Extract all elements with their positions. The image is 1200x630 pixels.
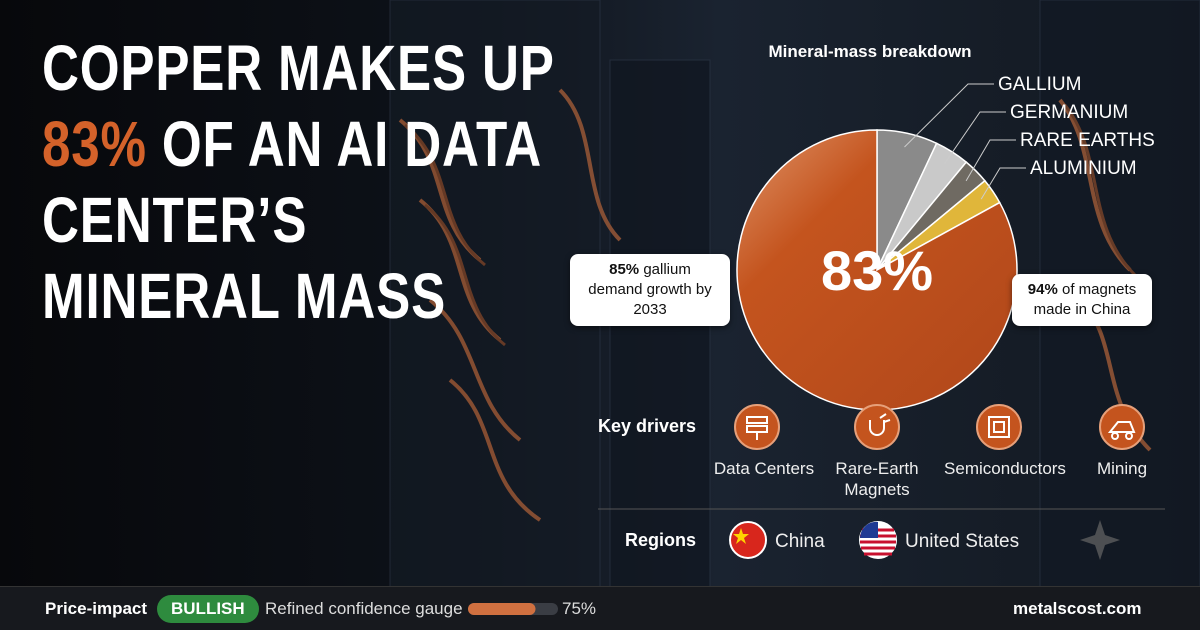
leader-line: [904, 83, 994, 148]
driver-label: Rare-Earth Magnets: [835, 459, 918, 499]
leader-line: [965, 139, 1016, 182]
drivers-title: Key drivers: [598, 416, 696, 436]
slice-label: GALLIUM: [998, 74, 1081, 95]
headline-text: OF AN AI DATA CENTER’S MINERAL MASS: [42, 108, 541, 332]
callout-figure: 94%: [1027, 281, 1058, 298]
chart-title: Mineral-mass breakdown: [768, 42, 971, 61]
site: metalscost.com: [1013, 599, 1142, 618]
leader-line: [944, 111, 1006, 164]
price-label: Price-impact: [45, 599, 148, 618]
driver-labels: Data Centers Rare-Earth Magnets Semiconduct…: [714, 459, 1147, 499]
pie-slice: [736, 129, 1018, 411]
flag-china: [729, 521, 767, 559]
gauge-label: Refined confidence gauge: [265, 599, 463, 618]
driver-glyphs: [746, 413, 1136, 440]
gauge: 75%: [468, 599, 596, 618]
gauge-value: 75%: [562, 599, 596, 618]
headline: COPPER MAKES UP 83% OF AN AI DATA CENTER…: [42, 30, 554, 334]
pie: GALLIUM GERMANIUM RARE EARTHS ALUMINIUM: [736, 74, 1155, 411]
callout-text: gallium demand growth by 2033: [588, 261, 712, 318]
headline-highlight: 83%: [42, 108, 147, 180]
driver-label: Mining: [1097, 459, 1147, 478]
chart: Mineral-mass breakdown GALLIUM GERMANIUM R…: [598, 42, 1155, 560]
center-label: 83%: [821, 239, 933, 302]
region-label: China: [775, 531, 825, 552]
callout: 94% of magnets made in China: [1012, 274, 1152, 326]
driver-label: Data Centers: [714, 459, 814, 478]
regions-title: Regions: [625, 530, 696, 550]
driver-icons: [734, 404, 1145, 450]
leader-line: [980, 167, 1026, 200]
gauge-fill: [468, 603, 536, 615]
callout: 85% gallium demand growth by 2033: [570, 254, 730, 326]
badge: BULLISH: [157, 595, 259, 623]
slice-label: ALUMINIUM: [1030, 158, 1137, 179]
callout-text: of magnets made in China: [1033, 281, 1137, 318]
flag-us: [859, 521, 897, 559]
callout-figure: 85%: [609, 261, 640, 278]
sparkle: [1080, 520, 1120, 560]
slice-label: GERMANIUM: [1010, 102, 1128, 123]
footer: Price-impact BULLISH Refined confidence …: [0, 586, 1200, 630]
region-label: United States: [905, 531, 1019, 552]
slice-label: RARE EARTHS: [1020, 130, 1155, 151]
driver-label: Semiconductors: [944, 459, 1066, 478]
headline-text: COPPER MAKES UP: [42, 32, 554, 104]
